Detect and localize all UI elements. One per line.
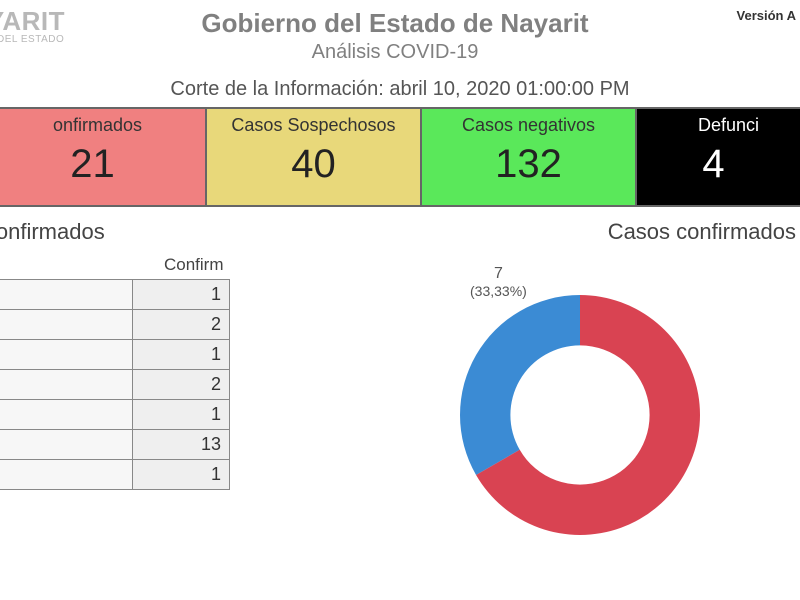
cell-municipio: s — [0, 310, 132, 340]
card-confirmados: onfirmados 21 — [0, 109, 207, 205]
cell-value: 1 — [132, 460, 229, 490]
card-negativos: Casos negativos 132 — [422, 109, 637, 205]
cell-municipio — [0, 430, 132, 460]
cell-value: 2 — [132, 370, 229, 400]
table-row: 1 — [0, 460, 230, 490]
card-label: Casos negativos — [462, 115, 595, 136]
cell-municipio — [0, 400, 132, 430]
card-value: 132 — [495, 142, 562, 187]
card-value: 40 — [291, 142, 336, 187]
table-title: Confirmados — [0, 219, 360, 245]
table-row: 2 — [0, 370, 230, 400]
cell-municipio — [0, 280, 132, 310]
cell-municipio — [0, 460, 132, 490]
cell-municipio — [0, 340, 132, 370]
table-row: 1 — [0, 340, 230, 370]
table-col-confirm: Confirm — [132, 251, 229, 280]
card-label: Casos Sospechosos — [231, 115, 395, 136]
page-title: Gobierno del Estado de Nayarit — [120, 8, 670, 39]
cell-value: 1 — [132, 400, 229, 430]
cell-value: 13 — [132, 430, 229, 460]
table-col-municipio: io — [0, 251, 132, 280]
slice-count: 7 — [470, 265, 527, 283]
cell-municipio — [0, 370, 132, 400]
cell-value: 1 — [132, 340, 229, 370]
table-row: 1 — [0, 400, 230, 430]
card-value: 4 — [702, 142, 724, 187]
table-row: 13 — [0, 430, 230, 460]
summary-cards: onfirmados 21 Casos Sospechosos 40 Casos… — [0, 107, 800, 207]
table-row: 1 — [0, 280, 230, 310]
card-sospechosos: Casos Sospechosos 40 — [207, 109, 422, 205]
page-subtitle: Análisis COVID-19 — [120, 41, 670, 64]
version-label: Versión A — [670, 8, 800, 23]
donut-title: Casos confirmados — [360, 219, 800, 245]
table-row: s2 — [0, 310, 230, 340]
slice-percent: (33,33%) — [470, 283, 527, 299]
donut-chart: 7 (33,33%) — [430, 255, 730, 555]
card-defunciones: Defunci 4 — [637, 109, 800, 205]
logo-subtitle: RNO DEL ESTADO — [0, 34, 120, 45]
donut-slice — [460, 295, 580, 475]
report-timestamp: Corte de la Información: abril 10, 2020 … — [0, 78, 800, 101]
confirmed-table: io Confirm 1s2121131 — [0, 251, 230, 490]
card-label: Defunci — [698, 115, 759, 136]
card-value: 21 — [70, 142, 115, 187]
cell-value: 2 — [132, 310, 229, 340]
card-label: onfirmados — [53, 115, 142, 136]
logo-title: AYARIT — [0, 8, 120, 34]
cell-value: 1 — [132, 280, 229, 310]
